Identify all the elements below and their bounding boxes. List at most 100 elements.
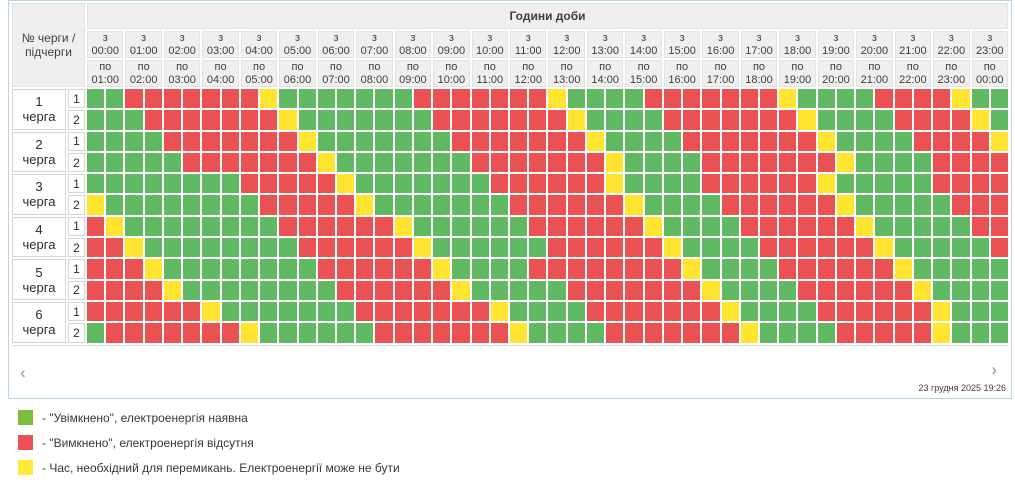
label-line: 06:00 [283, 73, 312, 86]
label-line: 11:00 [476, 73, 504, 86]
label-line: черга [22, 237, 56, 253]
label-line: 12:00 [514, 73, 543, 86]
schedule-cell [144, 238, 162, 258]
schedule-cell [221, 110, 239, 130]
schedule-cell [510, 238, 528, 258]
schedule-cell [221, 301, 239, 322]
schedule-cell [933, 110, 951, 130]
legend-item-label: - Час, необхідний для перемикань. Електр… [42, 460, 400, 475]
hour-to-header: по 02:00 [125, 60, 162, 87]
schedule-cell [106, 280, 124, 300]
schedule-cell [779, 110, 797, 130]
schedule-cell [279, 89, 297, 109]
schedule-cell [933, 323, 951, 343]
schedule-cell [721, 238, 739, 258]
label-line: 22:00 [937, 44, 966, 57]
schedule-cell [471, 301, 489, 322]
schedule-cell [240, 152, 259, 173]
label-line: 00:00 [975, 73, 1004, 86]
schedule-cell [702, 152, 720, 173]
label-line: 18:00 [783, 44, 812, 57]
schedule-cell [87, 301, 105, 322]
schedule-cell [702, 238, 720, 258]
schedule-cell [202, 131, 220, 151]
schedule-cell [87, 259, 105, 279]
label-line: 19:00 [822, 44, 850, 57]
schedule-cell [952, 280, 970, 300]
schedule-cell [163, 238, 182, 258]
schedule-cell [798, 110, 816, 130]
label-line: 02:00 [168, 44, 196, 57]
label-line: 15:00 [668, 44, 696, 57]
schedule-cell [875, 195, 893, 215]
schedule-cell [240, 216, 259, 237]
label-line: з [487, 31, 493, 44]
schedule-cell [221, 323, 239, 343]
schedule-cell [202, 301, 220, 322]
schedule-cell [952, 110, 970, 130]
legend-item-label: - "Увімкнено", електроенергія наявна [42, 410, 248, 425]
schedule-cell [163, 174, 182, 194]
schedule-cell [740, 280, 759, 300]
schedule-cell [163, 323, 182, 343]
schedule-cell [183, 152, 201, 173]
label-line: по [176, 60, 189, 73]
schedule-cell [971, 301, 989, 322]
schedule-cell [87, 131, 105, 151]
schedule-cell [625, 238, 643, 258]
schedule-cell [721, 174, 739, 194]
schedule-cell [913, 216, 932, 237]
schedule-cell [586, 110, 605, 130]
schedule-cell [663, 323, 682, 343]
schedule-cell [260, 174, 278, 194]
schedule-cell [875, 238, 893, 258]
schedule-cell [971, 259, 989, 279]
schedule-cell [875, 89, 893, 109]
schedule-cell [490, 152, 509, 173]
label-line: 19:00 [783, 73, 812, 86]
label-line: з [294, 31, 301, 44]
schedule-cell [433, 195, 451, 215]
schedule-cell [260, 110, 278, 130]
schedule-cell [836, 323, 855, 343]
schedule-cell [856, 238, 874, 258]
schedule-cell [683, 301, 701, 322]
schedule-cell [721, 110, 739, 130]
schedule-cell [356, 89, 374, 109]
schedule-cell [394, 323, 412, 343]
schedule-cell [413, 195, 432, 215]
prev-day-arrow-button[interactable]: ‹ [20, 363, 26, 382]
schedule-cell [240, 131, 259, 151]
schedule-cell [529, 131, 547, 151]
schedule-cell [298, 323, 316, 343]
label-line: з [794, 31, 800, 44]
legend-color-swatch [18, 460, 33, 475]
label-line: 15:00 [629, 73, 658, 86]
schedule-cell [279, 152, 297, 173]
schedule-cell [779, 174, 797, 194]
label-line: 23:00 [937, 73, 966, 86]
schedule-cell [933, 152, 951, 173]
label-line: 17:00 [745, 44, 773, 57]
schedule-cell [760, 131, 778, 151]
schedule-cell [606, 174, 624, 194]
next-day-arrow-button[interactable]: › [991, 360, 997, 379]
hour-to-header: по 16:00 [663, 60, 701, 87]
schedule-cell [125, 323, 143, 343]
hour-from-header: з 07:00 [356, 31, 393, 58]
schedule-cell [260, 195, 278, 215]
schedule-cell [240, 238, 259, 258]
schedule-cell [490, 259, 509, 279]
label-line: 18:00 [745, 73, 773, 86]
schedule-cell [586, 174, 605, 194]
schedule-cell [894, 174, 912, 194]
schedule-cell [760, 152, 778, 173]
label-line: 16:00 [668, 73, 696, 86]
schedule-cell [779, 216, 797, 237]
label-line: по [791, 60, 804, 73]
schedule-cell [106, 238, 124, 258]
schedule-cell [875, 301, 893, 322]
schedule-cell [394, 216, 412, 237]
schedule-cell [663, 259, 682, 279]
schedule-cell [260, 131, 278, 151]
